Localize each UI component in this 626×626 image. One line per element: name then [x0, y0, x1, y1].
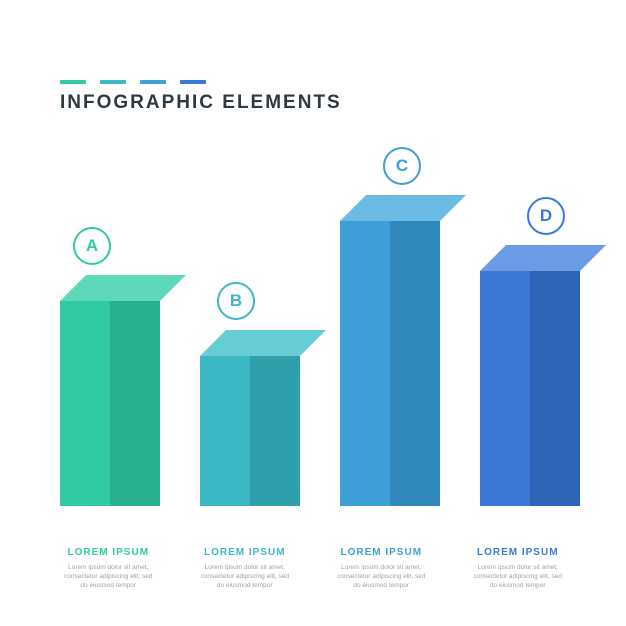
bar-face-left [200, 356, 250, 506]
caption-body: Lorem ipsum dolor sit amet, consectetur … [197, 563, 294, 590]
caption: LOREM IPSUM Lorem ipsum dolor sit amet, c… [197, 547, 294, 590]
bars-row: ABCD [60, 221, 566, 506]
bar-chart: ABCD [60, 176, 566, 506]
bar-label-badge: D [527, 197, 565, 235]
infographic-canvas: INFOGRAPHIC ELEMENTS ABCD LOREM IPSUMLor… [0, 0, 626, 626]
caption-body: Lorem ipsum dolor sit amet, consectetur … [333, 563, 430, 590]
header-dash [100, 80, 126, 84]
bar-3d [60, 301, 160, 506]
bar-column: A [60, 301, 160, 506]
bar-column: C [340, 221, 440, 506]
bar-column: B [200, 356, 300, 506]
captions-row: LOREM IPSUM Lorem ipsum dolor sit amet, c… [60, 547, 566, 590]
bar-face-top [60, 275, 186, 301]
bar-face-left [340, 221, 390, 506]
header-dash-row [60, 80, 342, 84]
bar-face-right [390, 221, 440, 506]
header: INFOGRAPHIC ELEMENTS [60, 80, 342, 114]
bar-3d [340, 221, 440, 506]
bar-face-right [250, 356, 300, 506]
caption: LOREM IPSUM Lorem ipsum dolor sit amet, c… [60, 547, 157, 590]
bar-face-top [480, 245, 606, 271]
header-title: INFOGRAPHIC ELEMENTS [60, 92, 342, 114]
caption-body: Lorem ipsum dolor sit amet, consectetur … [60, 563, 157, 590]
caption: LOREM IPSUM Lorem ipsum dolor sit amet, c… [333, 547, 430, 590]
bar-face-right [110, 301, 160, 506]
bar-3d [480, 271, 580, 506]
header-dash [180, 80, 206, 84]
header-dash [60, 80, 86, 84]
caption-title: LOREM IPSUM [333, 547, 430, 558]
bar-3d [200, 356, 300, 506]
bar-face-left [480, 271, 530, 506]
bar-label-badge: C [383, 147, 421, 185]
caption-title: LOREM IPSUM [470, 547, 567, 558]
caption-body: Lorem ipsum dolor sit amet, consectetur … [470, 563, 567, 590]
bar-column: D [480, 271, 580, 506]
bar-label-badge: B [217, 282, 255, 320]
bar-face-top [200, 330, 326, 356]
caption-title: LOREM IPSUM [197, 547, 294, 558]
bar-face-top [340, 195, 466, 221]
caption-title: LOREM IPSUM [60, 547, 157, 558]
bar-face-left [60, 301, 110, 506]
caption: LOREM IPSUM Lorem ipsum dolor sit amet, c… [470, 547, 567, 590]
bar-face-right [530, 271, 580, 506]
bar-label-badge: A [73, 227, 111, 265]
header-dash [140, 80, 166, 84]
